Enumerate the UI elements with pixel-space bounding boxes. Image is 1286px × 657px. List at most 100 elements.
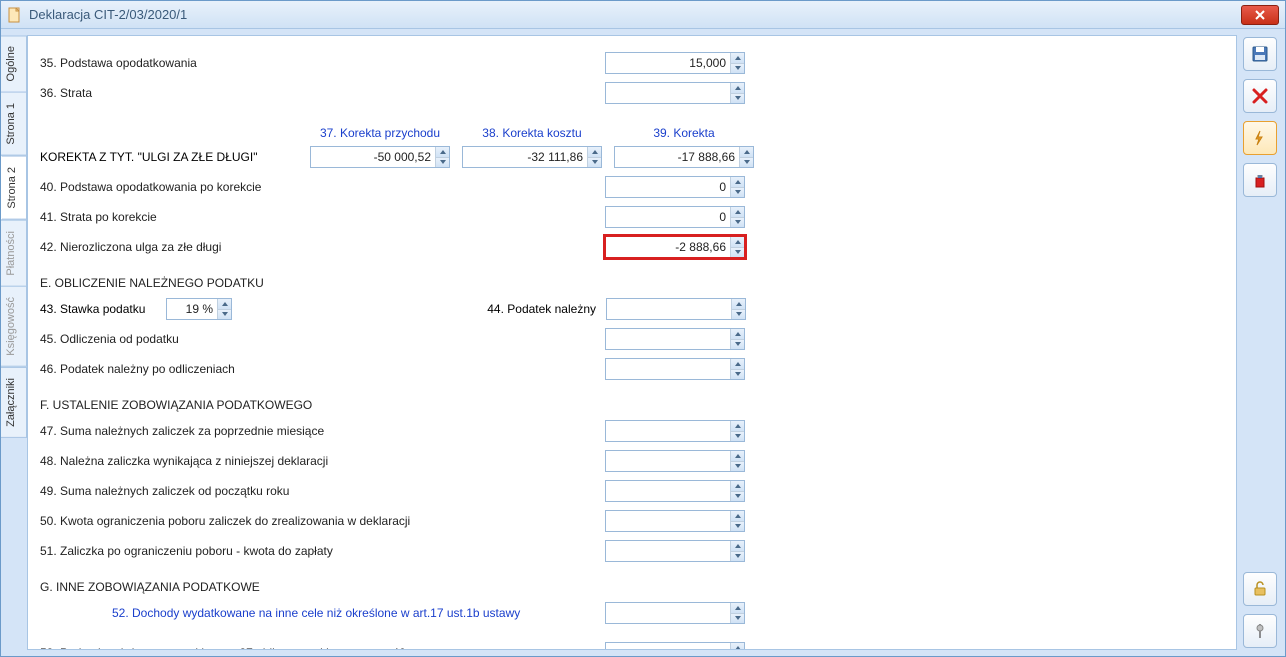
label-47: 47. Suma należnych zaliczek za poprzedni…	[40, 421, 605, 441]
spinner-41[interactable]	[730, 207, 744, 227]
spinner-53[interactable]	[730, 643, 744, 650]
field-53[interactable]	[606, 643, 730, 650]
field-40[interactable]	[606, 177, 730, 197]
field-41[interactable]	[606, 207, 730, 227]
field-46[interactable]	[606, 359, 730, 379]
input-45[interactable]	[605, 328, 745, 350]
input-38[interactable]	[462, 146, 602, 168]
lock-button[interactable]	[1243, 572, 1277, 606]
section-f-label: F. USTALENIE ZOBOWIĄZANIA PODATKOWEGO	[40, 384, 605, 416]
spinner-40[interactable]	[730, 177, 744, 197]
delete-button[interactable]	[1243, 79, 1277, 113]
row-40: 40. Podstawa opodatkowania po korekcie	[40, 172, 1224, 202]
spinner-46[interactable]	[730, 359, 744, 379]
input-51[interactable]	[605, 540, 745, 562]
field-42[interactable]	[606, 237, 730, 257]
attachment-button[interactable]	[1243, 163, 1277, 197]
input-44[interactable]	[606, 298, 746, 320]
window: Deklaracja CIT-2/03/2020/1 Ogólne Strona…	[0, 0, 1286, 657]
label-53: 53. Podatek należny wg stawki z poz 37 o…	[40, 646, 605, 650]
tab-ogolne[interactable]: Ogólne	[1, 35, 27, 92]
input-53[interactable]	[605, 642, 745, 650]
pin-button[interactable]	[1243, 614, 1277, 648]
field-44[interactable]	[607, 299, 731, 319]
label-52: 52. Dochody wydatkowane na inne cele niż…	[40, 603, 605, 623]
calculate-button[interactable]	[1243, 121, 1277, 155]
input-35[interactable]	[605, 52, 745, 74]
close-button[interactable]	[1241, 5, 1279, 25]
section-f: F. USTALENIE ZOBOWIĄZANIA PODATKOWEGO	[40, 384, 1224, 416]
input-48[interactable]	[605, 450, 745, 472]
spinner-48[interactable]	[730, 451, 744, 471]
input-50[interactable]	[605, 510, 745, 532]
window-title: Deklaracja CIT-2/03/2020/1	[29, 7, 1241, 22]
header-38: 38. Korekta kosztu	[456, 126, 608, 140]
row-36: 36. Strata	[40, 78, 1224, 108]
spinner-50[interactable]	[730, 511, 744, 531]
row-53: 53. Podatek należny wg stawki z poz 37 o…	[40, 638, 1224, 650]
row-35: 35. Podstawa opodatkowania	[40, 48, 1224, 78]
row-50: 50. Kwota ograniczenia poboru zaliczek d…	[40, 506, 1224, 536]
spinner-52[interactable]	[730, 603, 744, 623]
row-48: 48. Należna zaliczka wynikająca z niniej…	[40, 446, 1224, 476]
label-41: 41. Strata po korekcie	[40, 207, 605, 227]
tab-strona1[interactable]: Strona 1	[1, 92, 27, 156]
spinner-37[interactable]	[435, 147, 449, 167]
input-42[interactable]	[605, 236, 745, 258]
input-43[interactable]	[166, 298, 232, 320]
input-40[interactable]	[605, 176, 745, 198]
input-52[interactable]	[605, 602, 745, 624]
row-51: 51. Zaliczka po ograniczeniu poboru - kw…	[40, 536, 1224, 566]
row-46: 46. Podatek należny po odliczeniach	[40, 354, 1224, 384]
document-icon	[7, 7, 23, 23]
tab-zalaczniki[interactable]: Załączniki	[1, 367, 27, 438]
field-38[interactable]	[463, 147, 587, 167]
spinner-39[interactable]	[739, 147, 753, 167]
spinner-49[interactable]	[730, 481, 744, 501]
field-50[interactable]	[606, 511, 730, 531]
spinner-45[interactable]	[730, 329, 744, 349]
header-39: 39. Korekta	[608, 126, 760, 140]
spinner-36[interactable]	[730, 83, 744, 103]
tab-platnosci[interactable]: Płatności	[1, 220, 27, 287]
input-49[interactable]	[605, 480, 745, 502]
section-g: G. INNE ZOBOWIĄZANIA PODATKOWE	[40, 566, 1224, 598]
label-48: 48. Należna zaliczka wynikająca z niniej…	[40, 451, 605, 471]
spinner-44[interactable]	[731, 299, 745, 319]
spinner-38[interactable]	[587, 147, 601, 167]
input-46[interactable]	[605, 358, 745, 380]
field-47[interactable]	[606, 421, 730, 441]
field-36[interactable]	[606, 83, 730, 103]
field-52[interactable]	[606, 603, 730, 623]
input-41[interactable]	[605, 206, 745, 228]
label-35: 35. Podstawa opodatkowania	[40, 53, 605, 73]
field-45[interactable]	[606, 329, 730, 349]
spinner-47[interactable]	[730, 421, 744, 441]
spinner-35[interactable]	[730, 53, 744, 73]
field-51[interactable]	[606, 541, 730, 561]
input-47[interactable]	[605, 420, 745, 442]
field-49[interactable]	[606, 481, 730, 501]
input-37[interactable]	[310, 146, 450, 168]
field-43[interactable]	[167, 299, 217, 319]
field-37[interactable]	[311, 147, 435, 167]
tab-strona2[interactable]: Strona 2	[1, 156, 27, 220]
save-button[interactable]	[1243, 37, 1277, 71]
field-39[interactable]	[615, 147, 739, 167]
spinner-42[interactable]	[730, 237, 744, 257]
row-45: 45. Odliczenia od podatku	[40, 324, 1224, 354]
row-43-44: 43. Stawka podatku 44. Podatek należny	[40, 294, 1224, 324]
label-50: 50. Kwota ograniczenia poboru zaliczek d…	[40, 511, 605, 531]
input-39[interactable]	[614, 146, 754, 168]
input-36[interactable]	[605, 82, 745, 104]
field-35[interactable]	[606, 53, 730, 73]
form-panel: 35. Podstawa opodatkowania 36. Strata	[27, 35, 1237, 650]
label-43: 43. Stawka podatku	[40, 302, 166, 316]
header-37: 37. Korekta przychodu	[304, 126, 456, 140]
spinner-51[interactable]	[730, 541, 744, 561]
tab-ksiegowosc[interactable]: Księgowość	[1, 286, 27, 367]
label-49: 49. Suma należnych zaliczek od początku …	[40, 481, 605, 501]
label-46: 46. Podatek należny po odliczeniach	[40, 359, 605, 379]
field-48[interactable]	[606, 451, 730, 471]
spinner-43[interactable]	[217, 299, 231, 319]
